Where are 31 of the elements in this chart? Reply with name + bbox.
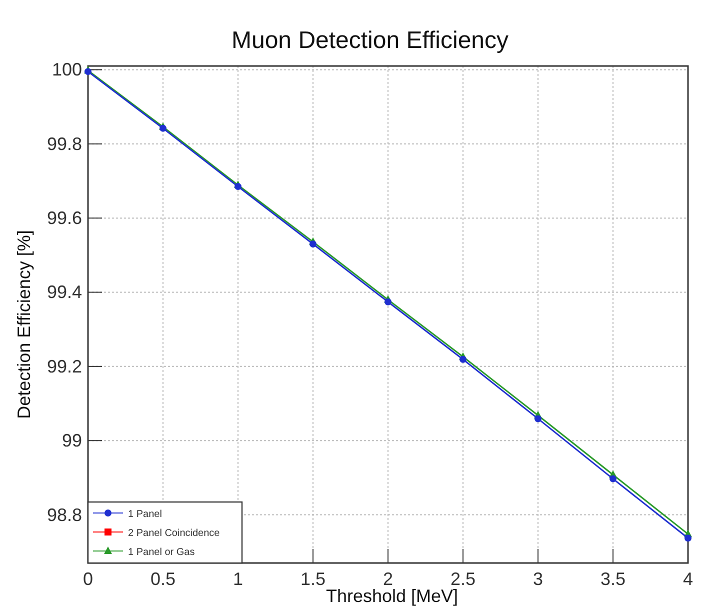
y-tick-label: 99.6	[46, 208, 82, 228]
point	[384, 298, 392, 306]
x-tick-label: 3	[532, 569, 544, 589]
point	[610, 475, 616, 482]
x-tick-label: 1.5	[300, 569, 326, 589]
y-tick-label: 99	[62, 430, 82, 451]
x-tick-label: 3.5	[600, 569, 626, 589]
point	[684, 534, 692, 542]
y-axis-title: Detection Efficiency [%]	[14, 230, 34, 419]
x-tick-label: 4	[682, 569, 694, 589]
point	[460, 356, 466, 363]
y-tick-label: 98.8	[46, 504, 82, 525]
point	[310, 240, 316, 248]
point	[160, 124, 166, 132]
point	[84, 68, 92, 76]
legend-label: 2 Panel Coincidence	[128, 528, 220, 539]
point	[534, 415, 542, 422]
chart-title: Muon Detection Efficiency	[231, 27, 509, 54]
point	[234, 183, 242, 190]
y-tick-label: 99.2	[46, 356, 82, 376]
x-tick-label: 1	[232, 569, 244, 589]
x-tick-label: 2	[382, 569, 394, 589]
x-tick-label: 0	[82, 569, 94, 589]
y-tick-label: 100	[52, 60, 82, 80]
legend-label: 1 Panel	[128, 509, 162, 520]
x-tick-label: 0.5	[150, 569, 176, 589]
legend-label: 1 Panel or Gas	[128, 547, 195, 558]
y-tick-label: 99.4	[46, 282, 82, 302]
x-axis-title: Threshold [MeV]	[326, 586, 458, 606]
y-tick-label: 99.8	[46, 134, 82, 154]
x-tick-label: 2.5	[450, 569, 476, 589]
